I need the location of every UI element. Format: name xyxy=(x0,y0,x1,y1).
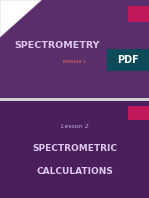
Text: SPECTROMETRIC: SPECTROMETRIC xyxy=(32,144,117,153)
Bar xyxy=(0,0,149,98)
Bar xyxy=(0,98,149,101)
Text: MODULE 1: MODULE 1 xyxy=(63,60,86,64)
Bar xyxy=(107,49,149,70)
Polygon shape xyxy=(0,0,42,37)
Text: PDF: PDF xyxy=(117,55,139,65)
Text: SPECTROMETRY: SPECTROMETRY xyxy=(14,41,99,50)
Bar xyxy=(128,106,149,120)
Text: CALCULATIONS: CALCULATIONS xyxy=(36,167,113,176)
Text: Lesson 2: Lesson 2 xyxy=(61,124,88,129)
Bar xyxy=(128,6,149,22)
Bar xyxy=(0,101,149,198)
